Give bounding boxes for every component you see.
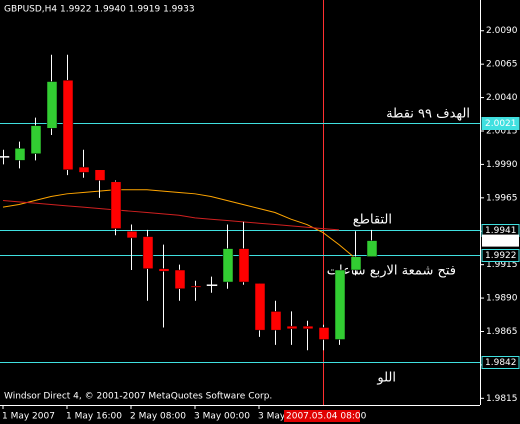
candle-body	[302, 325, 314, 330]
candle-body	[366, 240, 378, 257]
candle-body	[206, 284, 218, 286]
y-tick-label: 1.9965	[486, 193, 518, 203]
candle-body	[0, 156, 10, 158]
candle-body	[46, 81, 58, 129]
price-label-box	[482, 234, 519, 247]
level-label: 1.9922	[485, 251, 517, 261]
candle-body	[174, 269, 186, 289]
y-tick-label: 1.9915	[486, 260, 518, 270]
candle-body	[222, 248, 234, 283]
candle-body	[334, 269, 346, 340]
annotation: الهدف ٩٩ نقطة	[386, 107, 470, 122]
cursor-label: 2007.05.04 08:00	[286, 412, 367, 422]
candle-body	[254, 283, 266, 331]
candle-body	[30, 125, 42, 154]
level-label: 2.0021	[485, 119, 517, 129]
y-tick-label: 1.9890	[486, 294, 518, 304]
candle-body	[286, 325, 298, 330]
candle-body	[318, 327, 330, 340]
y-tick-label: 2.0065	[486, 60, 518, 70]
candle-body	[238, 248, 250, 283]
indicator-line	[2, 189, 356, 259]
candle-body	[126, 230, 138, 239]
annotation: اللو	[376, 371, 396, 386]
candle-body	[78, 166, 90, 173]
candle-body	[14, 148, 26, 161]
y-tick-label: 2.0090	[486, 26, 518, 36]
candle-body	[350, 256, 362, 271]
x-tick-label: 1 May 16:00	[66, 412, 122, 422]
price-label: 1.9933	[485, 236, 517, 246]
candle-body	[190, 285, 202, 288]
candle-body	[158, 268, 170, 272]
candle-body	[142, 236, 154, 269]
y-tick-label: 1.9990	[486, 160, 518, 170]
level-label-box	[481, 356, 520, 369]
level-label: 1.9842	[485, 358, 517, 368]
level-label: 1.9941	[485, 226, 517, 236]
candle-body	[94, 169, 106, 181]
candle-body	[270, 311, 282, 331]
footer: Windsor Direct 4, © 2001-2007 MetaQuotes…	[4, 392, 272, 402]
indicator-line	[2, 199, 340, 231]
x-tick-label: 2 May 08:00	[130, 412, 186, 422]
candle-body	[110, 181, 122, 229]
level-label-box	[481, 249, 520, 262]
candle-body	[62, 79, 74, 171]
y-tick-label: 2.0040	[486, 93, 518, 103]
annotation: التقاطع	[353, 213, 392, 228]
level-label-box	[481, 117, 520, 130]
x-tick-label: 3 May 00:00	[194, 412, 250, 422]
x-tick-label: 1 May 2007	[2, 412, 55, 422]
y-tick-label: 1.9815	[486, 394, 518, 404]
annotation: فتح شمعة الاربع ساعات	[327, 264, 456, 279]
cursor-label-box	[284, 410, 360, 422]
y-tick-label: 2.0015	[486, 126, 518, 136]
chart-title: GBPUSD,H4 1.9922 1.9940 1.9919 1.9933	[4, 5, 195, 15]
y-tick-label: 1.9865	[486, 327, 518, 337]
